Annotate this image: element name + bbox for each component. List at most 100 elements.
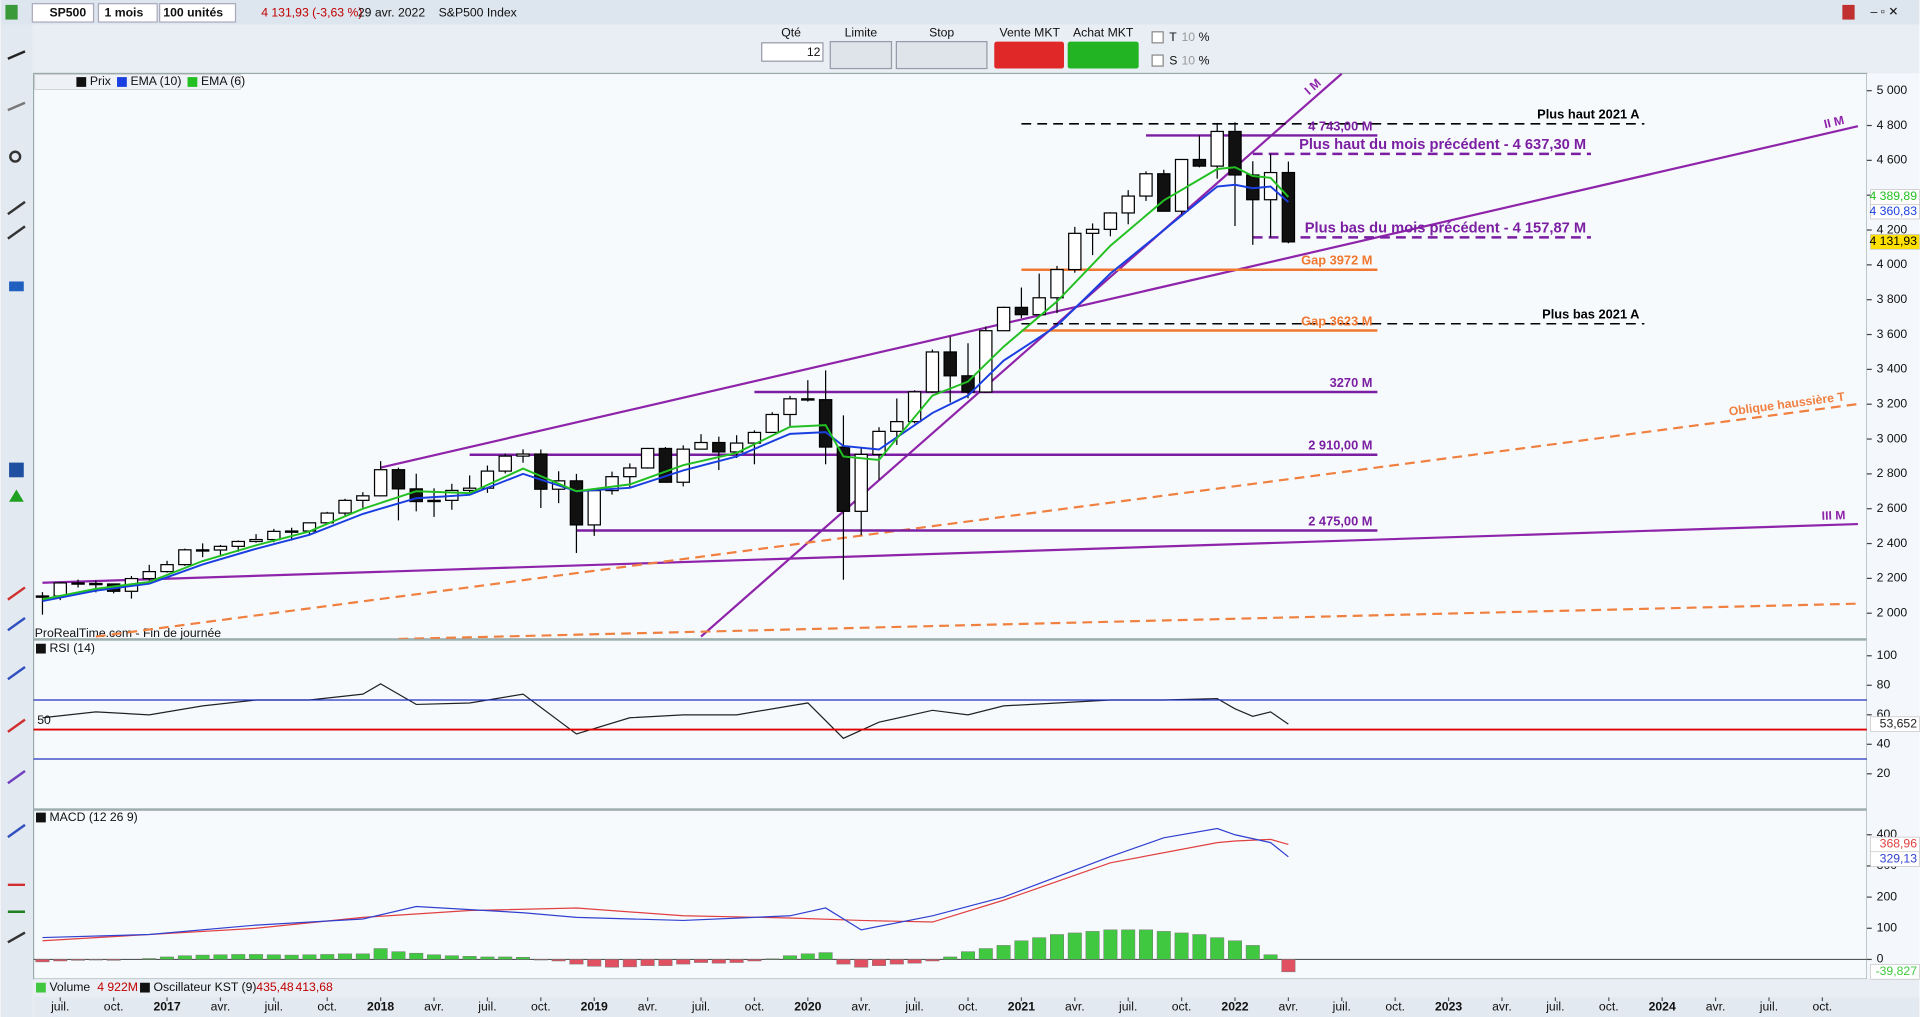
- value-label: 368,96: [1880, 837, 1918, 851]
- candle-body: [1228, 130, 1242, 176]
- bar: [355, 953, 370, 960]
- candle-body: [854, 453, 868, 512]
- candle-body: [569, 480, 584, 526]
- qty-input[interactable]: [761, 42, 824, 62]
- candle-body: [765, 413, 779, 434]
- quote: 4 131,93 (-3,63 %): [261, 6, 362, 20]
- x-tick-label: juil.: [691, 999, 710, 1013]
- x-tick-label: oct.: [1813, 999, 1833, 1013]
- swatch: [140, 982, 150, 993]
- bar: [462, 956, 477, 960]
- period: 1 mois: [105, 6, 144, 20]
- y-tick-label: 4 000: [1877, 257, 1908, 271]
- bar: [391, 951, 406, 960]
- trend-label: II M: [1823, 113, 1846, 131]
- candle-body: [658, 447, 673, 483]
- legend-swatch: [76, 77, 87, 87]
- bar: [444, 955, 459, 960]
- date: 29 avr. 2022: [358, 6, 425, 20]
- buy-button[interactable]: [1067, 41, 1139, 69]
- candle-body: [178, 549, 192, 566]
- bar: [658, 959, 673, 966]
- t-value: 10: [1182, 30, 1196, 44]
- x-tick-label: juil.: [904, 999, 923, 1013]
- bar: [1210, 937, 1225, 960]
- value-label-box: [1870, 234, 1920, 250]
- swatch: [36, 982, 46, 993]
- candle-body: [284, 530, 299, 533]
- bar: [1263, 954, 1278, 960]
- stop-label: Stop: [929, 25, 954, 39]
- series-line: [42, 183, 1289, 602]
- x-tick-label: avr.: [1492, 999, 1512, 1013]
- rsi-panel: [32, 639, 1868, 810]
- bar: [266, 954, 281, 960]
- close-icon[interactable]: [1842, 4, 1855, 20]
- legend-swatch: [187, 77, 198, 87]
- x-tick-label: 2022: [1221, 999, 1248, 1013]
- bar: [854, 959, 869, 968]
- candle-body: [1210, 130, 1224, 167]
- t-unit: %: [1199, 30, 1210, 44]
- symbol-box[interactable]: [31, 3, 95, 23]
- symbol: SP500: [49, 6, 86, 20]
- legend-label: Prix: [90, 74, 111, 88]
- bar: [480, 956, 495, 960]
- x-tick-label: 2020: [794, 999, 821, 1013]
- candle-body: [1103, 212, 1118, 230]
- candle-body: [1014, 306, 1029, 316]
- candle-body: [890, 421, 904, 432]
- bar: [551, 959, 566, 962]
- bar: [765, 958, 780, 960]
- value-label-box: [1870, 851, 1920, 867]
- bar: [498, 956, 513, 960]
- limit-buttons[interactable]: [829, 40, 893, 70]
- candle-body: [925, 351, 940, 393]
- bar: [516, 957, 531, 960]
- x-axis: [33, 997, 1920, 1017]
- y-tick-label: 3 200: [1877, 396, 1908, 410]
- y-tick-label: 3 400: [1877, 362, 1908, 376]
- level-label: Plus bas 2021 A: [1542, 307, 1639, 322]
- trend-line: [380, 125, 1859, 469]
- window-controls[interactable]: – ▫ ✕: [1871, 4, 1899, 18]
- tool-icons[interactable]: [7, 50, 26, 944]
- period-box[interactable]: [97, 3, 158, 23]
- legend-label: EMA (6): [201, 74, 245, 88]
- y-tick-label: 2 000: [1877, 605, 1908, 619]
- bar: [907, 959, 922, 964]
- y-tick-label: 100: [1877, 648, 1898, 662]
- value-label: 329,13: [1880, 851, 1918, 865]
- kst-label: Oscillateur KST (9): [153, 980, 256, 994]
- candle-body: [996, 306, 1011, 332]
- candle-body: [587, 489, 601, 526]
- bar: [996, 945, 1011, 960]
- value-label: 53,652: [1880, 716, 1918, 730]
- candle-body: [801, 398, 815, 401]
- y-tick-label: 4 200: [1877, 222, 1908, 236]
- bar: [1281, 959, 1296, 973]
- macd-panel: [32, 809, 1868, 980]
- bar: [818, 952, 833, 960]
- stop-buttons[interactable]: [895, 40, 988, 70]
- left-toolbar: [0, 24, 33, 1017]
- sell-button[interactable]: [994, 41, 1065, 69]
- candle-body: [872, 430, 886, 455]
- y-tick-label: 2 200: [1877, 571, 1908, 585]
- candle-body: [1121, 195, 1135, 214]
- bar: [925, 959, 940, 962]
- y-tick-label: 4 600: [1877, 153, 1908, 167]
- bar: [284, 954, 299, 960]
- candle-body: [1281, 171, 1296, 243]
- bar: [1032, 937, 1047, 960]
- bar: [1156, 931, 1171, 960]
- bar: [943, 956, 958, 960]
- bar: [88, 959, 103, 961]
- bar: [694, 959, 708, 963]
- candle-body: [249, 538, 263, 543]
- checkbox[interactable]: [1151, 31, 1164, 44]
- value-axis: [1866, 73, 1920, 980]
- checkbox[interactable]: [1151, 54, 1164, 67]
- x-tick-label: avr.: [424, 999, 444, 1013]
- units-box[interactable]: [159, 3, 237, 23]
